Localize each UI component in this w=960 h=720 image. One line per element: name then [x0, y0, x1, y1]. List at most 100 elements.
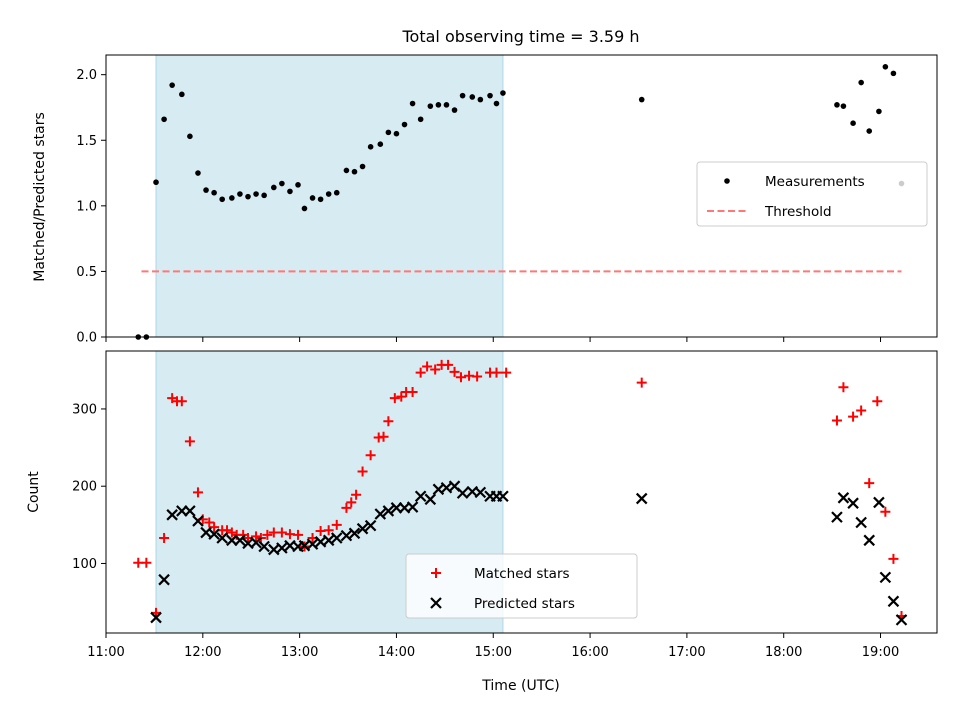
top-measurements-point — [169, 82, 175, 88]
top-measurements-point — [459, 92, 466, 99]
top-measurements-point — [487, 92, 493, 99]
bottom-predicted-stars-point — [306, 538, 319, 550]
top-measurements-point — [367, 144, 374, 150]
bottom-matched-stars-point — [351, 489, 362, 500]
bottom-matched-stars-point — [389, 393, 400, 404]
bottom-predicted-stars-point — [166, 509, 178, 521]
top-measurements-point — [309, 195, 316, 201]
x-tick-label: 15:00 — [475, 645, 512, 660]
bottom-matched-stars-point — [323, 525, 334, 536]
bottom-y-axis-label: Count — [26, 471, 42, 513]
top-measurements-point — [435, 102, 442, 108]
top-measurements-point — [317, 196, 324, 203]
top-measurements-point — [876, 108, 882, 115]
x-tick-label: 16:00 — [571, 645, 608, 660]
top-measurements-point — [359, 163, 366, 170]
top-measurements-point — [237, 191, 243, 197]
top-legend-label: Measurements — [765, 174, 865, 190]
top-measurements-point — [229, 195, 235, 201]
top-measurements-point — [451, 107, 458, 113]
bottom-legend-box — [405, 553, 638, 619]
top-measurements-point — [882, 64, 889, 70]
bottom-matched-stars-point — [226, 527, 237, 538]
top-measurements-point — [279, 180, 285, 187]
x-tick-label: 12:00 — [184, 645, 221, 660]
bottom-matched-stars-point — [472, 371, 483, 382]
bottom-predicted-stars-point — [234, 534, 246, 547]
top-measurements-point — [187, 133, 193, 140]
bottom-predicted-stars-point — [330, 532, 343, 544]
top-measurements-point — [409, 100, 416, 107]
bottom-predicted-stars-point — [322, 534, 335, 547]
top-measurements-point — [427, 103, 434, 109]
top-measurements-point — [245, 193, 251, 200]
bottom-predicted-stars-point — [497, 490, 509, 503]
bottom-axes-frame — [105, 350, 938, 634]
top-measurements-point — [443, 102, 450, 108]
top-measurements-point — [333, 189, 340, 196]
x-axis-label: Time (UTC) — [481, 678, 559, 694]
top-measurements-point — [393, 130, 400, 137]
top-measurements-point — [500, 90, 506, 96]
bottom-matched-stars-point — [365, 450, 376, 461]
top-measurements-point — [850, 120, 856, 127]
bottom-matched-stars-point — [396, 391, 407, 402]
bottom-predicted-stars-point — [879, 571, 892, 584]
top-measurements-point — [401, 121, 408, 128]
top-measurements-point — [153, 179, 159, 186]
bottom-matched-stars-point — [184, 436, 195, 447]
bottom-predicted-stars-point — [831, 511, 843, 523]
bottom-predicted-stars-point — [382, 505, 395, 517]
top-measurements-point — [179, 91, 185, 98]
bottom-matched-stars-point — [422, 361, 433, 372]
top-measurements-point — [417, 116, 424, 123]
top-y-axis-label: Matched/Predicted stars — [32, 112, 48, 282]
bottom-predicted-stars-point — [250, 536, 262, 549]
bottom-matched-stars-point — [209, 522, 220, 533]
bottom-y-tick-label: 200 — [72, 480, 97, 495]
bottom-matched-stars-point — [880, 506, 891, 517]
bottom-predicted-stars-point — [276, 542, 288, 554]
bottom-legend-marker — [431, 568, 441, 578]
top-measurements-point — [325, 191, 332, 197]
bottom-matched-stars-point — [276, 527, 287, 538]
bottom-predicted-stars-point — [635, 492, 648, 505]
top-measurements-point — [211, 189, 217, 196]
x-tick-label: 13:00 — [281, 645, 318, 660]
bottom-predicted-stars-point — [895, 614, 908, 626]
bottom-predicted-stars-point — [837, 492, 850, 504]
top-measurements-point — [638, 96, 645, 103]
top-measurements-point — [203, 187, 209, 193]
bottom-predicted-stars-point — [406, 501, 419, 513]
bottom-predicted-stars-point — [456, 487, 469, 499]
bottom-matched-stars-point — [864, 478, 875, 489]
bottom-matched-stars-point — [848, 411, 859, 422]
bottom-matched-stars-point — [407, 386, 418, 397]
bottom-matched-stars-point — [449, 366, 460, 377]
bottom-predicted-stars-point — [216, 532, 228, 544]
bottom-matched-stars-point — [455, 372, 466, 383]
bottom-predicted-stars-point — [150, 611, 162, 624]
top-legend-box — [696, 161, 928, 227]
bottom-matched-stars-point — [443, 359, 454, 370]
bottom-predicted-stars-point — [863, 534, 876, 547]
bottom-matched-stars-point — [430, 364, 441, 375]
bottom-matched-stars-point — [357, 466, 368, 477]
bottom-matched-stars-point — [141, 557, 152, 568]
bottom-matched-stars-point — [192, 487, 203, 498]
bottom-matched-stars-point — [346, 497, 357, 508]
bottom-predicted-stars-point — [348, 527, 361, 540]
x-tick-label: 18:00 — [765, 645, 802, 660]
bottom-predicted-stars-point — [887, 595, 900, 608]
bottom-matched-stars-point — [872, 396, 883, 407]
bottom-matched-stars-point — [501, 367, 512, 378]
bottom-matched-stars-point — [262, 529, 273, 540]
bottom-legend: Matched stars Predicted stars — [405, 553, 638, 619]
top-measurements-point — [351, 168, 358, 175]
bottom-predicted-stars-point — [847, 497, 859, 509]
bottom-predicted-stars-point — [184, 505, 196, 517]
top-measurements-point — [261, 192, 267, 199]
top-measurements-point — [295, 182, 301, 188]
x-tick-label: 17:00 — [668, 645, 705, 660]
